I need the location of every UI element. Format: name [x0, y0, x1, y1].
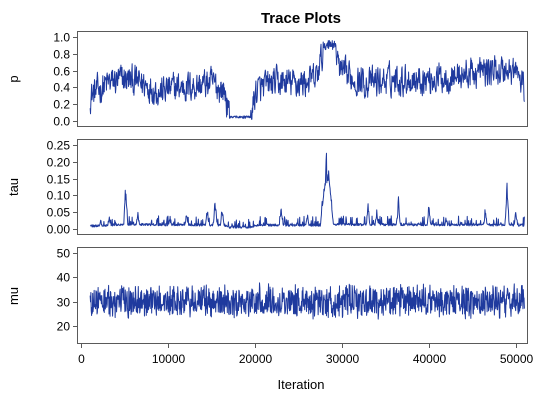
x-tick-label: 30000: [326, 352, 360, 366]
chart-title: Trace Plots: [261, 10, 341, 27]
panel-frame: [77, 247, 528, 344]
y-tick-label: 0.0: [53, 115, 70, 129]
x-axis: 0 10000 20000 30000 40000 50000: [78, 343, 534, 366]
y-tick-label: 0.8: [53, 48, 70, 62]
y-tick-label: 0.4: [53, 81, 70, 95]
x-tick-label: 20000: [239, 352, 273, 366]
y-axis-ticks: 0.00 0.05 0.10 0.15 0.20 0.25: [47, 139, 78, 237]
x-tick-label: 10000: [152, 352, 186, 366]
trace-line-mu: [89, 282, 525, 320]
x-axis-label: Iteration: [278, 377, 325, 392]
y-tick-label: 0.6: [53, 65, 70, 79]
y-tick-label: 0.10: [47, 189, 71, 203]
y-axis-label-tau: tau: [6, 178, 21, 196]
y-tick-label: 0.25: [47, 139, 71, 153]
panel-frame: [77, 139, 528, 235]
panel-frame: [77, 31, 528, 127]
y-axis-label-mu: mu: [6, 287, 21, 305]
y-tick-label: 0.05: [47, 206, 71, 220]
y-tick-label: 40: [57, 271, 71, 285]
y-tick-label: 0.15: [47, 173, 71, 187]
x-tick-label: 50000: [500, 352, 534, 366]
panel-mu: 20 30 40 50 mu: [6, 247, 528, 344]
y-tick-label: 1.0: [53, 31, 70, 45]
y-tick-label: 0.2: [53, 98, 70, 112]
x-tick-label: 40000: [413, 352, 447, 366]
panel-p: 0.0 0.2 0.4 0.6 0.8 1.0 p: [6, 31, 528, 129]
trace-line-tau: [89, 152, 525, 229]
x-tick-label: 0: [78, 352, 85, 366]
trace-line-p: [89, 40, 525, 120]
y-axis-ticks: 20 30 40 50: [57, 247, 78, 334]
y-axis-ticks: 0.0 0.2 0.4 0.6 0.8 1.0: [53, 31, 78, 129]
y-tick-label: 0.00: [47, 223, 71, 237]
y-tick-label: 0.20: [47, 156, 71, 170]
y-tick-label: 50: [57, 247, 71, 261]
panel-tau: 0.00 0.05 0.10 0.15 0.20 0.25 tau: [6, 139, 528, 237]
y-tick-label: 20: [57, 320, 71, 334]
y-tick-label: 30: [57, 296, 71, 310]
y-axis-label-p: p: [6, 75, 21, 82]
